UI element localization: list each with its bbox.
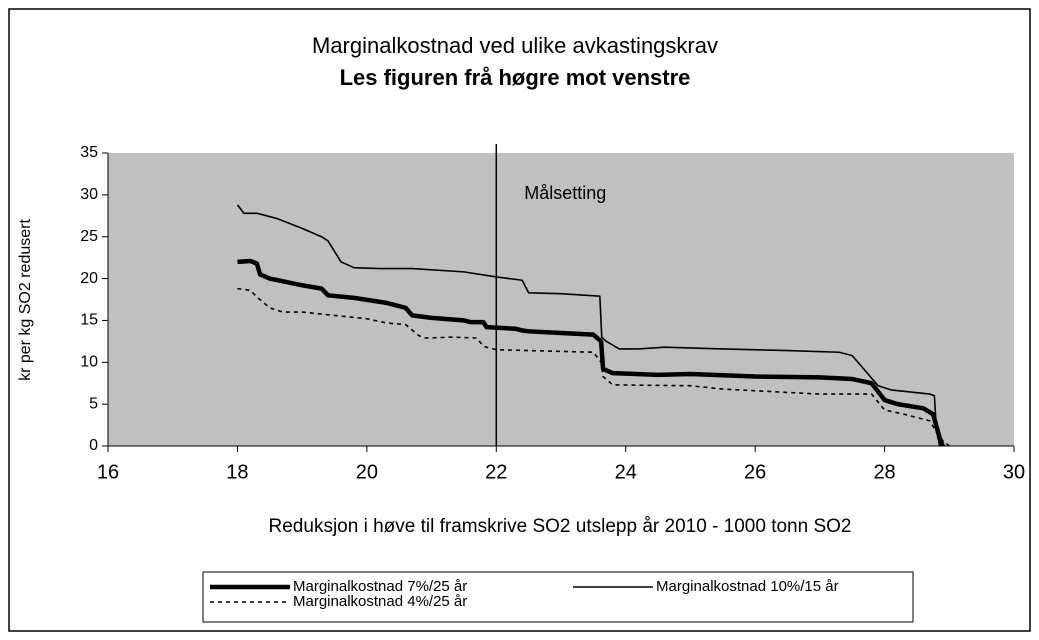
y-tick-label: 25 <box>80 228 98 245</box>
y-tick-label: 30 <box>80 186 98 203</box>
x-tick-label: 18 <box>226 461 248 483</box>
x-tick-label: 20 <box>356 461 378 483</box>
x-tick-label: 24 <box>615 461 637 483</box>
legend-label: Marginalkostnad 4%/25 år <box>293 593 467 610</box>
annotation: Målsetting <box>524 183 606 203</box>
x-axis-label: Reduksjon i høve til framskrive SO2 utsl… <box>269 516 852 537</box>
legend-label: Marginalkostnad 7%/25 år <box>293 578 467 595</box>
x-tick-label: 16 <box>97 461 119 483</box>
y-tick-label: 0 <box>89 437 98 454</box>
series-line <box>237 287 950 447</box>
x-tick-label: 30 <box>1003 461 1025 483</box>
legend <box>202 571 914 623</box>
x-tick-label: 28 <box>873 461 895 483</box>
legend-label: Marginalkostnad 10%/15 år <box>656 578 839 595</box>
x-tick-label: 22 <box>485 461 507 483</box>
series-line <box>236 204 941 447</box>
y-axis-label: kr per kg SO2 redusert <box>17 219 34 381</box>
y-tick-label: 5 <box>89 395 98 412</box>
y-tick-label: 15 <box>80 312 98 329</box>
chart-subtitle: Les figuren frå høgre mot venstre <box>340 65 691 90</box>
y-tick-label: 10 <box>80 354 98 371</box>
series-line <box>237 258 945 447</box>
y-tick-label: 35 <box>80 144 98 161</box>
x-tick-label: 26 <box>744 461 766 483</box>
y-tick-label: 20 <box>80 270 98 287</box>
chart-title: Marginalkostnad ved ulike avkastingskrav <box>312 33 718 58</box>
